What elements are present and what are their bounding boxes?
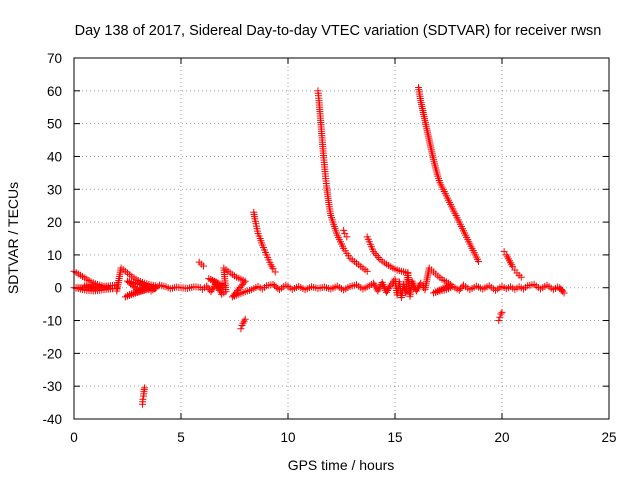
x-tick-label: 0 — [70, 430, 78, 445]
data-point-arc-12.7h — [340, 226, 348, 234]
y-tick-label: -20 — [42, 346, 62, 361]
data-point-spike-19.9h — [495, 317, 503, 325]
data-point-spike-7.9h — [237, 325, 245, 333]
data-points — [70, 84, 568, 408]
y-tick-label: 50 — [47, 117, 62, 132]
data-point-spike-5.9h — [199, 262, 207, 270]
x-tick-label: 15 — [387, 430, 402, 445]
data-point-spike-19.9h — [497, 310, 505, 318]
y-axis-label: SDTVAR / TECUs — [5, 182, 21, 294]
data-point-arc-13.7h — [404, 269, 412, 277]
data-point-spike-19.9h — [496, 313, 504, 321]
data-point-baseline — [207, 288, 215, 296]
y-tick-label: -10 — [42, 314, 62, 329]
data-point-arc-11.4h — [363, 267, 371, 275]
y-tick-label: 70 — [47, 51, 62, 66]
y-tick-label: 0 — [54, 281, 62, 296]
y-tick-label: -30 — [42, 379, 62, 394]
data-point-spike-3.2h — [139, 395, 147, 403]
x-tick-label: 25 — [601, 430, 616, 445]
data-point-baseline — [154, 282, 162, 290]
data-point-baseline — [382, 288, 390, 296]
x-tick-label: 10 — [280, 430, 295, 445]
data-point-baseline — [557, 285, 565, 293]
y-tick-label: 30 — [47, 182, 62, 197]
y-tick-label: 20 — [47, 215, 62, 230]
data-point-baseline — [386, 283, 394, 291]
y-tick-label: 60 — [47, 84, 62, 99]
x-axis-label: GPS time / hours — [288, 457, 395, 473]
data-point-spike-3.2h — [141, 384, 149, 392]
data-point-baseline — [559, 287, 567, 295]
data-point-baseline — [560, 289, 568, 297]
data-point-baseline — [208, 286, 216, 294]
x-tick-label: 5 — [177, 430, 185, 445]
grid — [74, 58, 609, 419]
axis-ticks: 0 5 10 15 20 25 -40 -30 -20 -10 0 10 20 30 40 50 60 70 — [42, 51, 616, 445]
data-point-spike-19.9h — [498, 308, 506, 316]
data-point-arc-8.4h — [271, 268, 279, 276]
plot-frame — [73, 57, 610, 420]
data-point-arc-20.2h — [517, 273, 525, 281]
data-point-arc-12.7h — [343, 233, 351, 241]
data-point-baseline — [385, 285, 393, 293]
y-tick-label: 40 — [47, 149, 62, 164]
data-point-baseline — [384, 287, 392, 295]
x-tick-label: 20 — [494, 430, 509, 445]
data-point-baseline — [455, 286, 463, 294]
y-tick-label: -40 — [42, 412, 62, 427]
data-point-baseline — [457, 285, 465, 293]
data-point-arc-16.1h — [474, 257, 482, 265]
chart-title: Day 138 of 2017, Sidereal Day-to-day VTE… — [75, 23, 602, 39]
y-tick-label: 10 — [47, 248, 62, 263]
data-point-spike-7.9h — [241, 315, 249, 323]
data-point-baseline — [556, 284, 564, 292]
